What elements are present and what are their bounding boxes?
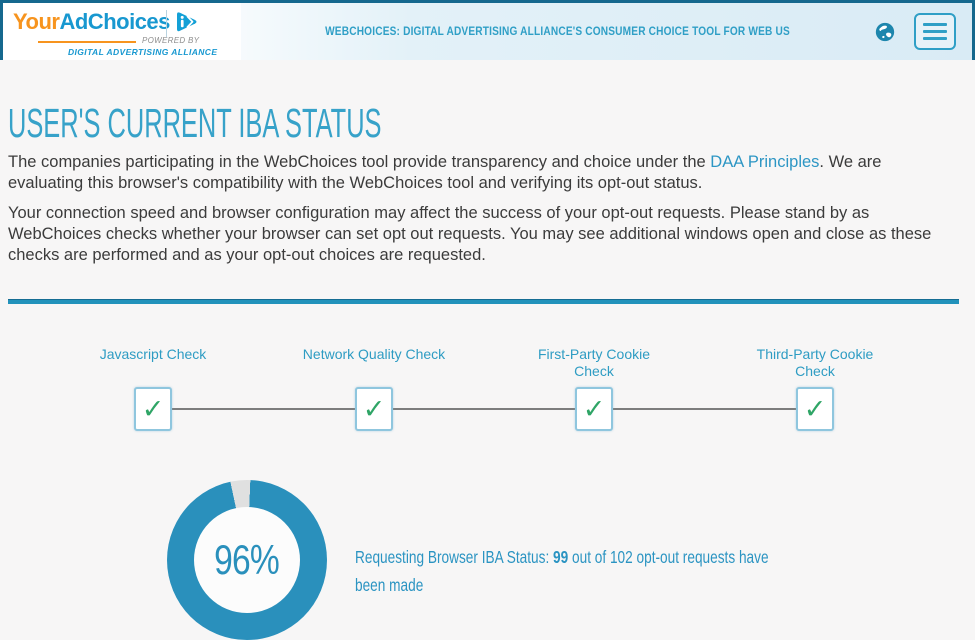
- check-item-javascript: Javascript Check: [78, 346, 228, 363]
- header-actions: [874, 13, 972, 50]
- daa-principles-link[interactable]: DAA Principles: [710, 153, 820, 171]
- status-prefix: Requesting Browser IBA Status:: [355, 547, 554, 567]
- checkmark-icon: ✓: [141, 393, 165, 425]
- logo-divider: [166, 10, 167, 37]
- page-title: USER'S CURRENT IBA STATUS: [8, 100, 382, 146]
- youradchoices-logo[interactable]: YourAdChoices POWERED BY DIGITAL ADVERTI…: [3, 3, 241, 60]
- brand-wordmark: YourAdChoices: [13, 9, 170, 35]
- donut-hole: 96%: [194, 507, 300, 613]
- adchoices-play-icon: [173, 9, 199, 35]
- check-label: Javascript Check: [99, 346, 207, 362]
- globe-icon: [874, 22, 896, 46]
- brand-adchoices: AdChoices: [59, 9, 170, 34]
- status-count: 99: [553, 547, 569, 567]
- checkmark-icon: ✓: [362, 393, 386, 425]
- check-item-network-quality: Network Quality Check: [299, 346, 449, 363]
- iba-status-text: Requesting Browser IBA Status: 99 out of…: [355, 543, 788, 599]
- check-label: First-Party Cookie Check: [537, 346, 651, 379]
- intro-text-after: . We are evaluating this browser's compa…: [8, 153, 882, 192]
- progress-donut-chart: 96%: [167, 480, 327, 640]
- donut-percent-label: 96%: [214, 536, 281, 583]
- check-box-third-party-cookie: ✓: [796, 387, 834, 431]
- status-suffix: out of 102 opt-out requests have been ma…: [355, 547, 769, 595]
- header-title: WEBCHOICES: DIGITAL ADVERTISING ALLIANCE…: [325, 25, 790, 38]
- checkmark-icon: ✓: [803, 393, 827, 425]
- brand-your: Your: [13, 9, 60, 34]
- check-label: Third-Party Cookie Check: [756, 346, 874, 379]
- check-item-first-party-cookie: First-Party Cookie Check: [519, 346, 669, 380]
- section-divider: [8, 299, 959, 304]
- alliance-label: DIGITAL ADVERTISING ALLIANCE: [68, 47, 218, 57]
- check-item-third-party-cookie: Third-Party Cookie Check: [740, 346, 890, 380]
- language-globe-button[interactable]: [874, 21, 896, 43]
- check-box-network-quality: ✓: [355, 387, 393, 431]
- header: YourAdChoices POWERED BY DIGITAL ADVERTI…: [0, 3, 975, 60]
- intro-paragraph: The companies participating in the WebCh…: [8, 152, 958, 194]
- check-connector-line: [153, 408, 815, 410]
- powered-by-label: POWERED BY: [142, 36, 200, 45]
- checkmark-icon: ✓: [582, 393, 606, 425]
- notice-paragraph: Your connection speed and browser config…: [8, 204, 932, 264]
- check-box-first-party-cookie: ✓: [575, 387, 613, 431]
- check-label: Network Quality Check: [302, 346, 446, 362]
- hamburger-menu-button[interactable]: [914, 13, 956, 50]
- intro-text-before: The companies participating in the WebCh…: [8, 153, 711, 171]
- check-box-javascript: ✓: [134, 387, 172, 431]
- hamburger-icon: [923, 23, 947, 26]
- powered-by-rule: [38, 41, 136, 43]
